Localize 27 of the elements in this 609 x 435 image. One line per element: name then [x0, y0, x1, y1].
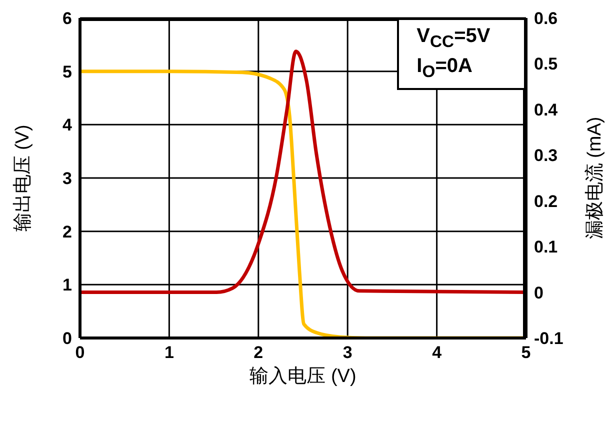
y2-tick-label: 0.2 — [534, 192, 558, 211]
y-tick-label: 2 — [62, 222, 72, 242]
annotation: I$_{O}$=0A — [416, 54, 474, 83]
y-axis-title: 输出电压 (V) — [12, 124, 34, 232]
x-tick-label: 4 — [432, 343, 442, 362]
y-tick-label: 3 — [62, 169, 72, 188]
y2-tick-label: 0 — [534, 283, 544, 302]
y2-tick-label: -0.1 — [534, 329, 564, 348]
y-tick-label: 1 — [62, 276, 72, 295]
x-tick-label: 0 — [75, 343, 85, 362]
y-tick-label: 4 — [62, 116, 73, 135]
y2-tick-label: 0.3 — [534, 146, 558, 166]
y-tick-label: 6 — [62, 9, 72, 28]
x-tick-label: 2 — [254, 343, 264, 362]
y-tick-label: 0 — [62, 329, 72, 348]
y2-tick-label: 0.6 — [534, 9, 558, 28]
x-tick-label: 1 — [164, 343, 174, 362]
x-axis-title: 输入电压 (V) — [250, 366, 356, 387]
x-tick-label: 3 — [342, 343, 352, 362]
y-tick-label: 5 — [62, 62, 72, 82]
y2-tick-label: 0.5 — [534, 54, 558, 74]
annotation: V$_{CC}$=5V — [416, 24, 492, 53]
y2-axis-title: 漏极电流 (mA) — [584, 116, 606, 240]
line-series — [80, 50, 526, 294]
y2-tick-label: 0.4 — [534, 100, 558, 120]
y2-tick-label: 0.1 — [534, 238, 558, 257]
x-tick-label: 5 — [521, 343, 531, 362]
